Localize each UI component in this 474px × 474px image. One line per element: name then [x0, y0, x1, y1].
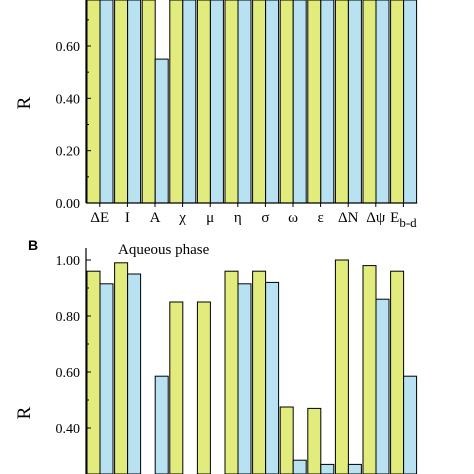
panel-a-bar-s2-10: [375, 0, 390, 204]
panel-b-bar-s1-5: [224, 270, 239, 474]
panel-b-bar-s2-10: [375, 298, 390, 474]
panel-b-bar-s2-8: [320, 463, 335, 474]
panel-a-bar-s1-5: [224, 0, 239, 204]
panel-a-bar-s2-0: [99, 0, 114, 204]
panel-b-title: Aqueous phase: [118, 242, 210, 258]
panel-a-bar-s1-0: [86, 0, 101, 204]
panel-a-bars: [86, 0, 418, 204]
panel-a-bar-s2-4: [209, 0, 224, 204]
panel-b-letter: B: [28, 237, 38, 253]
panel-b-y-tick-label-1: 0.60: [56, 366, 81, 381]
panel-b-bar-s2-11: [403, 375, 418, 474]
panel-b-bar-s2-7: [292, 459, 307, 474]
panel-b-bar-s1-6: [252, 270, 267, 474]
panel-b: B Aqueous phase 0.40 0.60 0.80 1.00 R: [14, 237, 418, 474]
panel-b-y-tick-label-3: 1.00: [56, 254, 81, 269]
panel-b-bar-s2-2: [154, 375, 169, 474]
panel-b-bar-s1-3: [169, 301, 184, 474]
panel-a-x-tick-label-5: η: [234, 210, 242, 226]
panel-a-x-tick-label-7: ω: [288, 210, 298, 226]
panel-a-bar-s2-5: [237, 0, 252, 204]
panel-b-bar-s1-7: [279, 406, 294, 474]
panel-a-bar-s1-2: [141, 0, 156, 204]
panel-a-bar-s1-3: [169, 0, 184, 204]
panel-a-bar-s2-3: [182, 0, 197, 204]
panel-b-bar-s1-0: [86, 270, 101, 474]
panel-b-y-tick-label-0: 0.40: [56, 422, 81, 437]
panel-a-bar-s1-9: [334, 0, 349, 204]
panel-a-x-tick-label-2: A: [150, 210, 161, 226]
panel-b-bar-s2-9: [347, 463, 362, 474]
panel-a-bar-s2-1: [127, 0, 142, 204]
panel-a-x-tick-label-0: ΔE: [90, 210, 109, 226]
panel-b-bar-s2-1: [127, 273, 142, 474]
panel-a-bar-s2-11: [403, 0, 418, 204]
panel-b-bar-s2-6: [265, 281, 280, 474]
panel-a-bar-s1-6: [252, 0, 267, 204]
panel-a-y-tick-label-0: 0.00: [56, 197, 81, 212]
panel-a-x-tick-label-4: μ: [206, 210, 214, 226]
panel-b-axes: 0.40 0.60 0.80 1.00: [56, 248, 91, 474]
panel-a-y-tick-label-1: 0.20: [56, 145, 81, 160]
panel-a-bar-s1-1: [114, 0, 129, 204]
panel-a-bar-s1-11: [390, 0, 405, 204]
panel-a-y-tick-label-3: 0.60: [56, 40, 81, 55]
panel-a-bar-s2-8: [320, 0, 335, 204]
panel-b-bar-s2-5: [237, 283, 252, 474]
panel-a-x-tick-label-10: Δψ: [366, 210, 386, 226]
panel-a-bar-s2-6: [265, 0, 280, 204]
panel-a-x-tick-label-9: ΔN: [338, 210, 359, 226]
panel-b-bar-s1-4: [196, 301, 211, 474]
panel-b-bar-s1-9: [334, 259, 349, 474]
panel-b-bar-s2-0: [99, 283, 114, 474]
panel-a-x-tick-label-8: ε: [317, 210, 323, 226]
panel-a-x-tick-subscript-11: b-d: [399, 215, 417, 230]
panel-b-y-tick-label-2: 0.80: [56, 310, 81, 325]
panel-a-bar-s1-10: [362, 0, 377, 204]
panel-a-bar-s1-4: [196, 0, 211, 204]
panel-b-bar-s1-1: [114, 262, 129, 474]
panel-a-bar-s2-7: [292, 0, 307, 204]
panel-b-y-axis-label: R: [14, 406, 35, 419]
panel-a-x-tick-label-1: I: [125, 210, 130, 226]
panel-b-bar-s1-8: [307, 407, 322, 474]
panel-a-y-tick-label-2: 0.40: [56, 92, 81, 107]
panel-a-bar-s2-9: [347, 0, 362, 204]
panel-a-bar-s1-8: [307, 0, 322, 204]
panel-a-x-tick-label-3: χ: [178, 210, 186, 226]
panel-a-x-tick-label-11: Eb-d: [390, 210, 417, 230]
panel-a-y-axis-label: R: [14, 96, 35, 109]
panel-b-bar-s1-11: [390, 270, 405, 474]
panel-a-bar-s2-2: [154, 58, 169, 204]
panel-a-x-tick-label-6: σ: [261, 210, 269, 226]
panel-b-bars: [86, 259, 418, 474]
panel-a-bar-s1-7: [279, 0, 294, 204]
panel-b-bar-s1-10: [362, 265, 377, 474]
